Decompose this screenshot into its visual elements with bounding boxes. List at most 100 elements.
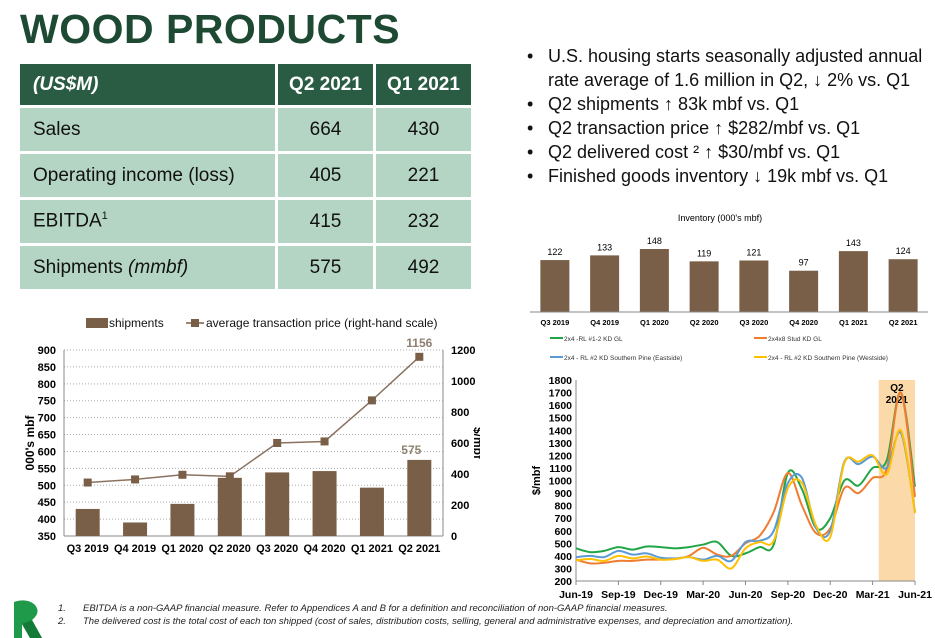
y-tick-label: 350	[38, 531, 56, 543]
data-label: 122	[547, 247, 562, 257]
x-tick-label: Dec-20	[813, 589, 848, 600]
y-tick-label: 400	[554, 551, 572, 563]
page-title: WOOD PRODUCTS	[20, 6, 401, 52]
inventory-bar	[789, 270, 819, 312]
legend-marker-price	[191, 319, 199, 327]
table-row: Shipments (mmbf) 575 492	[20, 246, 471, 289]
x-tick-label: Q1 2021	[351, 543, 393, 555]
chart-title: Inventory (000's mbf)	[678, 213, 762, 223]
price-marker	[225, 472, 234, 481]
y2-tick-label: 0	[451, 531, 457, 543]
legend-label: 2x4 - RL #2 KD Southern Pine (Westside)	[768, 355, 888, 362]
row-label-text: EBITDA	[33, 210, 102, 232]
price-marker	[273, 439, 282, 447]
x-tick-label: Jun-19	[559, 589, 593, 600]
bullet-text: Q2 transaction price ↑ $282/mbf vs. Q1	[548, 118, 861, 138]
y-tick-label: 1800	[549, 375, 573, 387]
x-tick-label: Q1 2021	[839, 318, 868, 327]
cell-q2: 405	[275, 154, 373, 197]
row-label: Sales	[20, 108, 275, 151]
bullet-item: • Finished goods inventory ↓ 19k mbf vs. …	[527, 164, 935, 188]
cell-q2: 415	[275, 200, 373, 243]
y-tick-label: 650	[38, 430, 56, 442]
price-marker	[83, 478, 92, 487]
shipments-bar	[359, 487, 384, 536]
y2-tick-label: 1000	[451, 376, 475, 388]
y-tick-label: 600	[38, 446, 56, 458]
shipments-bar	[75, 508, 100, 536]
footnote-number: 1.	[58, 603, 66, 614]
shipments-bar	[265, 472, 290, 536]
legend-label: 2x4 - RL #2 KD Southern Pine (Eastside)	[564, 355, 682, 362]
x-tick-label: Q3 2020	[256, 543, 298, 555]
table-row: Sales 664 430	[20, 108, 471, 151]
x-tick-label: Q1 2020	[640, 318, 669, 327]
x-tick-label: Mar-21	[856, 589, 890, 600]
y2-axis-title: $/mbf	[471, 427, 480, 460]
inventory-bar	[739, 260, 769, 312]
x-tick-label: Sep-19	[601, 589, 636, 600]
bullet-icon: •	[527, 94, 534, 114]
bullet-item: • U.S. housing starts seasonally adjusted…	[527, 44, 935, 92]
data-label: 97	[799, 258, 809, 268]
data-label: 133	[597, 242, 612, 252]
y2-tick-label: 400	[451, 469, 469, 481]
y-tick-label: 850	[38, 362, 56, 374]
bullet-icon: •	[527, 118, 534, 138]
financial-table: (US$M) Q2 2021 Q1 2021 Sales 664 430 Opera…	[20, 61, 471, 292]
inventory-bar	[590, 255, 620, 312]
y-tick-label: 750	[38, 396, 56, 408]
shipments-bar	[123, 522, 148, 536]
y-tick-label: 1600	[549, 400, 573, 412]
y2-tick-label: 1200	[451, 345, 475, 357]
y-tick-label: 400	[38, 514, 56, 526]
bullet-icon: •	[527, 166, 534, 186]
y-tick-label: 450	[38, 497, 56, 509]
footnotes: 1. EBITDA is a non-GAAP financial measure…	[58, 602, 793, 628]
footnote-text: EBITDA is a non-GAAP financial measure. …	[83, 603, 668, 614]
x-tick-label: Q3 2019	[540, 318, 569, 327]
price-series-line	[575, 391, 916, 558]
y-tick-label: 200	[554, 576, 572, 588]
y-axis-title: 000's mbf	[23, 415, 37, 471]
row-label-text: Operating income (loss)	[33, 164, 235, 186]
x-tick-label: Q3 2020	[739, 318, 768, 327]
price-marker	[367, 396, 376, 405]
y-tick-label: 700	[554, 513, 572, 525]
bullet-item: • Q2 delivered cost ² ↑ $30/mbf vs. Q1	[527, 140, 935, 164]
x-tick-label: Dec-19	[644, 589, 679, 600]
inventory-bar	[540, 260, 570, 312]
unit-label: (mmbf)	[128, 256, 189, 278]
x-tick-label: Q2 2021	[398, 543, 440, 555]
bullet-list: • U.S. housing starts seasonally adjusted…	[527, 44, 935, 188]
data-label: 148	[647, 236, 662, 246]
inventory-bar	[888, 259, 918, 312]
y-tick-label: 300	[554, 563, 572, 575]
y-axis-title: $/mbf	[531, 465, 543, 495]
footnote-number: 2.	[58, 616, 66, 627]
x-tick-label: Q4 2019	[590, 318, 619, 327]
footnote-ref: 1	[101, 210, 108, 223]
price-marker	[320, 437, 329, 446]
y-tick-label: 700	[38, 413, 56, 425]
shipments-bar	[312, 471, 337, 536]
bullet-item: • Q2 transaction price ↑ $282/mbf vs. Q1	[527, 116, 935, 140]
y-tick-label: 1000	[549, 476, 573, 488]
bullet-item: • Q2 shipments ↑ 83k mbf vs. Q1	[527, 92, 935, 116]
x-tick-label: Jun-21	[898, 589, 932, 600]
y-tick-label: 800	[38, 379, 56, 391]
y-tick-label: 1200	[549, 450, 573, 462]
y-tick-label: 1100	[549, 463, 572, 475]
y2-tick-label: 600	[451, 438, 469, 450]
row-label-text: Sales	[33, 118, 81, 140]
y-tick-label: 1300	[549, 438, 573, 450]
x-tick-label: Q4 2020	[303, 543, 345, 555]
legend-label-shipments: shipments	[109, 316, 164, 330]
data-label: 119	[697, 248, 711, 258]
shipments-bar	[217, 477, 242, 536]
header-q2: Q2 2021	[275, 64, 373, 105]
x-tick-label: Q4 2019	[114, 543, 156, 555]
price-series-line	[575, 429, 916, 570]
table-row: Operating income (loss) 405 221	[20, 154, 471, 197]
